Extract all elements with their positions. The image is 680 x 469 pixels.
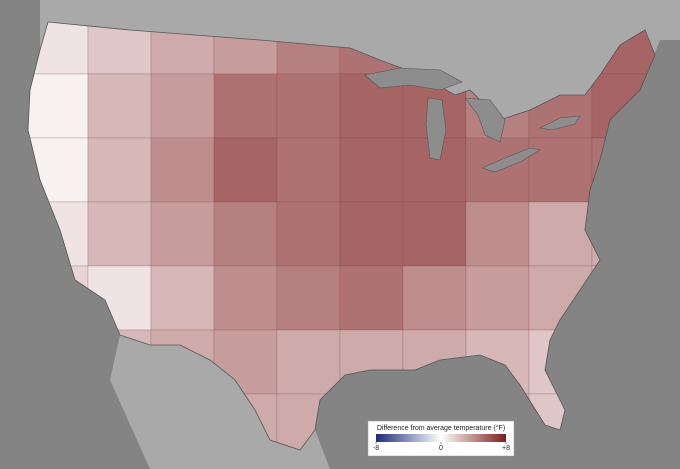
legend-title: Difference from average temperature (°F) <box>377 424 505 432</box>
region <box>87 137 152 203</box>
atlantic-ocean <box>315 40 680 469</box>
region <box>276 137 341 203</box>
region <box>28 73 89 139</box>
region <box>276 73 341 139</box>
region <box>276 329 341 395</box>
colorbar-tick-label: 0 <box>439 445 443 452</box>
colorbar-tick-label: -8 <box>373 445 379 452</box>
region <box>87 73 152 139</box>
region <box>528 137 593 203</box>
region <box>150 137 215 203</box>
region <box>213 137 278 203</box>
region <box>150 265 215 331</box>
region <box>339 201 404 267</box>
region <box>276 265 341 331</box>
colorbar <box>376 434 506 442</box>
region <box>339 265 404 331</box>
region <box>213 73 278 139</box>
region <box>528 201 593 267</box>
region <box>402 201 467 267</box>
legend: Difference from average temperature (°F)… <box>367 420 515 457</box>
colorbar-tick-label: +8 <box>502 445 510 452</box>
region <box>402 265 467 331</box>
region <box>465 265 530 331</box>
region <box>339 137 404 203</box>
region <box>87 201 152 267</box>
great-lakes <box>364 67 581 173</box>
region <box>213 201 278 267</box>
region <box>150 73 215 139</box>
region <box>213 265 278 331</box>
region <box>465 201 530 267</box>
pacific-ocean <box>0 0 150 469</box>
region <box>276 201 341 267</box>
region <box>150 201 215 267</box>
